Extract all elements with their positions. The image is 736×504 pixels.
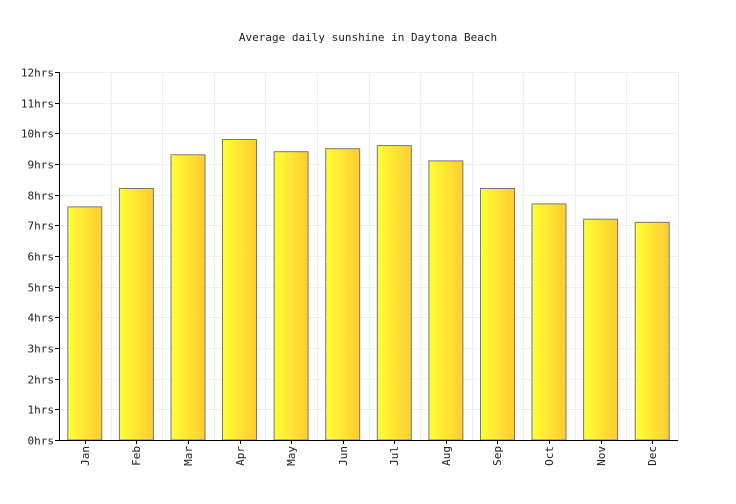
bar-nov — [583, 218, 619, 441]
x-tick-label: Aug — [440, 446, 453, 466]
x-tick-label: Nov — [595, 446, 608, 466]
bar-jan — [67, 206, 103, 441]
bar-aug — [428, 160, 464, 441]
axes — [55, 72, 678, 444]
x-tick-label: Mar — [182, 446, 195, 466]
bar-apr — [222, 139, 257, 441]
y-tick-label: 11hrs — [21, 98, 54, 111]
bar-sep — [480, 188, 515, 441]
y-tick-label: 6hrs — [28, 251, 55, 264]
y-tick-label: 0hrs — [28, 435, 55, 448]
y-tick-label: 4hrs — [28, 312, 55, 325]
y-tick-label: 12hrs — [21, 67, 54, 80]
bars — [67, 139, 670, 441]
bar-mar — [170, 154, 206, 441]
y-tick-label: 1hrs — [28, 404, 55, 417]
x-tick-label: Oct — [543, 446, 556, 466]
bar-oct — [531, 203, 567, 441]
bar-may — [273, 151, 309, 441]
y-tick-label: 5hrs — [28, 282, 55, 295]
chart-title: Average daily sunshine in Daytona Beach — [239, 31, 497, 44]
x-tick-label: Apr — [234, 446, 247, 466]
bar-jun — [325, 148, 361, 441]
x-tick-label: Dec — [646, 446, 659, 466]
x-tick-label: Jun — [337, 446, 350, 466]
x-tick-labels: Jan Feb Mar Apr May Jun Jul Aug Sep Oct Nov Dec — [79, 446, 659, 466]
x-tick-label: Sep — [491, 446, 504, 466]
y-tick-label: 10hrs — [21, 128, 54, 141]
y-tick-label: 2hrs — [28, 374, 55, 387]
bar-jul — [376, 145, 412, 441]
x-tick-label: Feb — [130, 446, 143, 466]
x-tick-label: May — [285, 446, 298, 466]
y-tick-labels: 0hrs 1hrs 2hrs 3hrs 4hrs 5hrs 6hrs 7hrs 8hrs 9hrs… — [21, 67, 54, 448]
y-tick-label: 7hrs — [28, 220, 55, 233]
y-tick-label: 8hrs — [28, 190, 55, 203]
y-tick-label: 9hrs — [28, 159, 55, 172]
bar-feb — [118, 188, 154, 441]
y-tick-label: 3hrs — [28, 343, 55, 356]
x-tick-label: Jul — [388, 446, 401, 466]
x-tick-label: Jan — [79, 446, 92, 466]
grid-lines — [59, 72, 679, 440]
bar-dec — [634, 221, 670, 441]
